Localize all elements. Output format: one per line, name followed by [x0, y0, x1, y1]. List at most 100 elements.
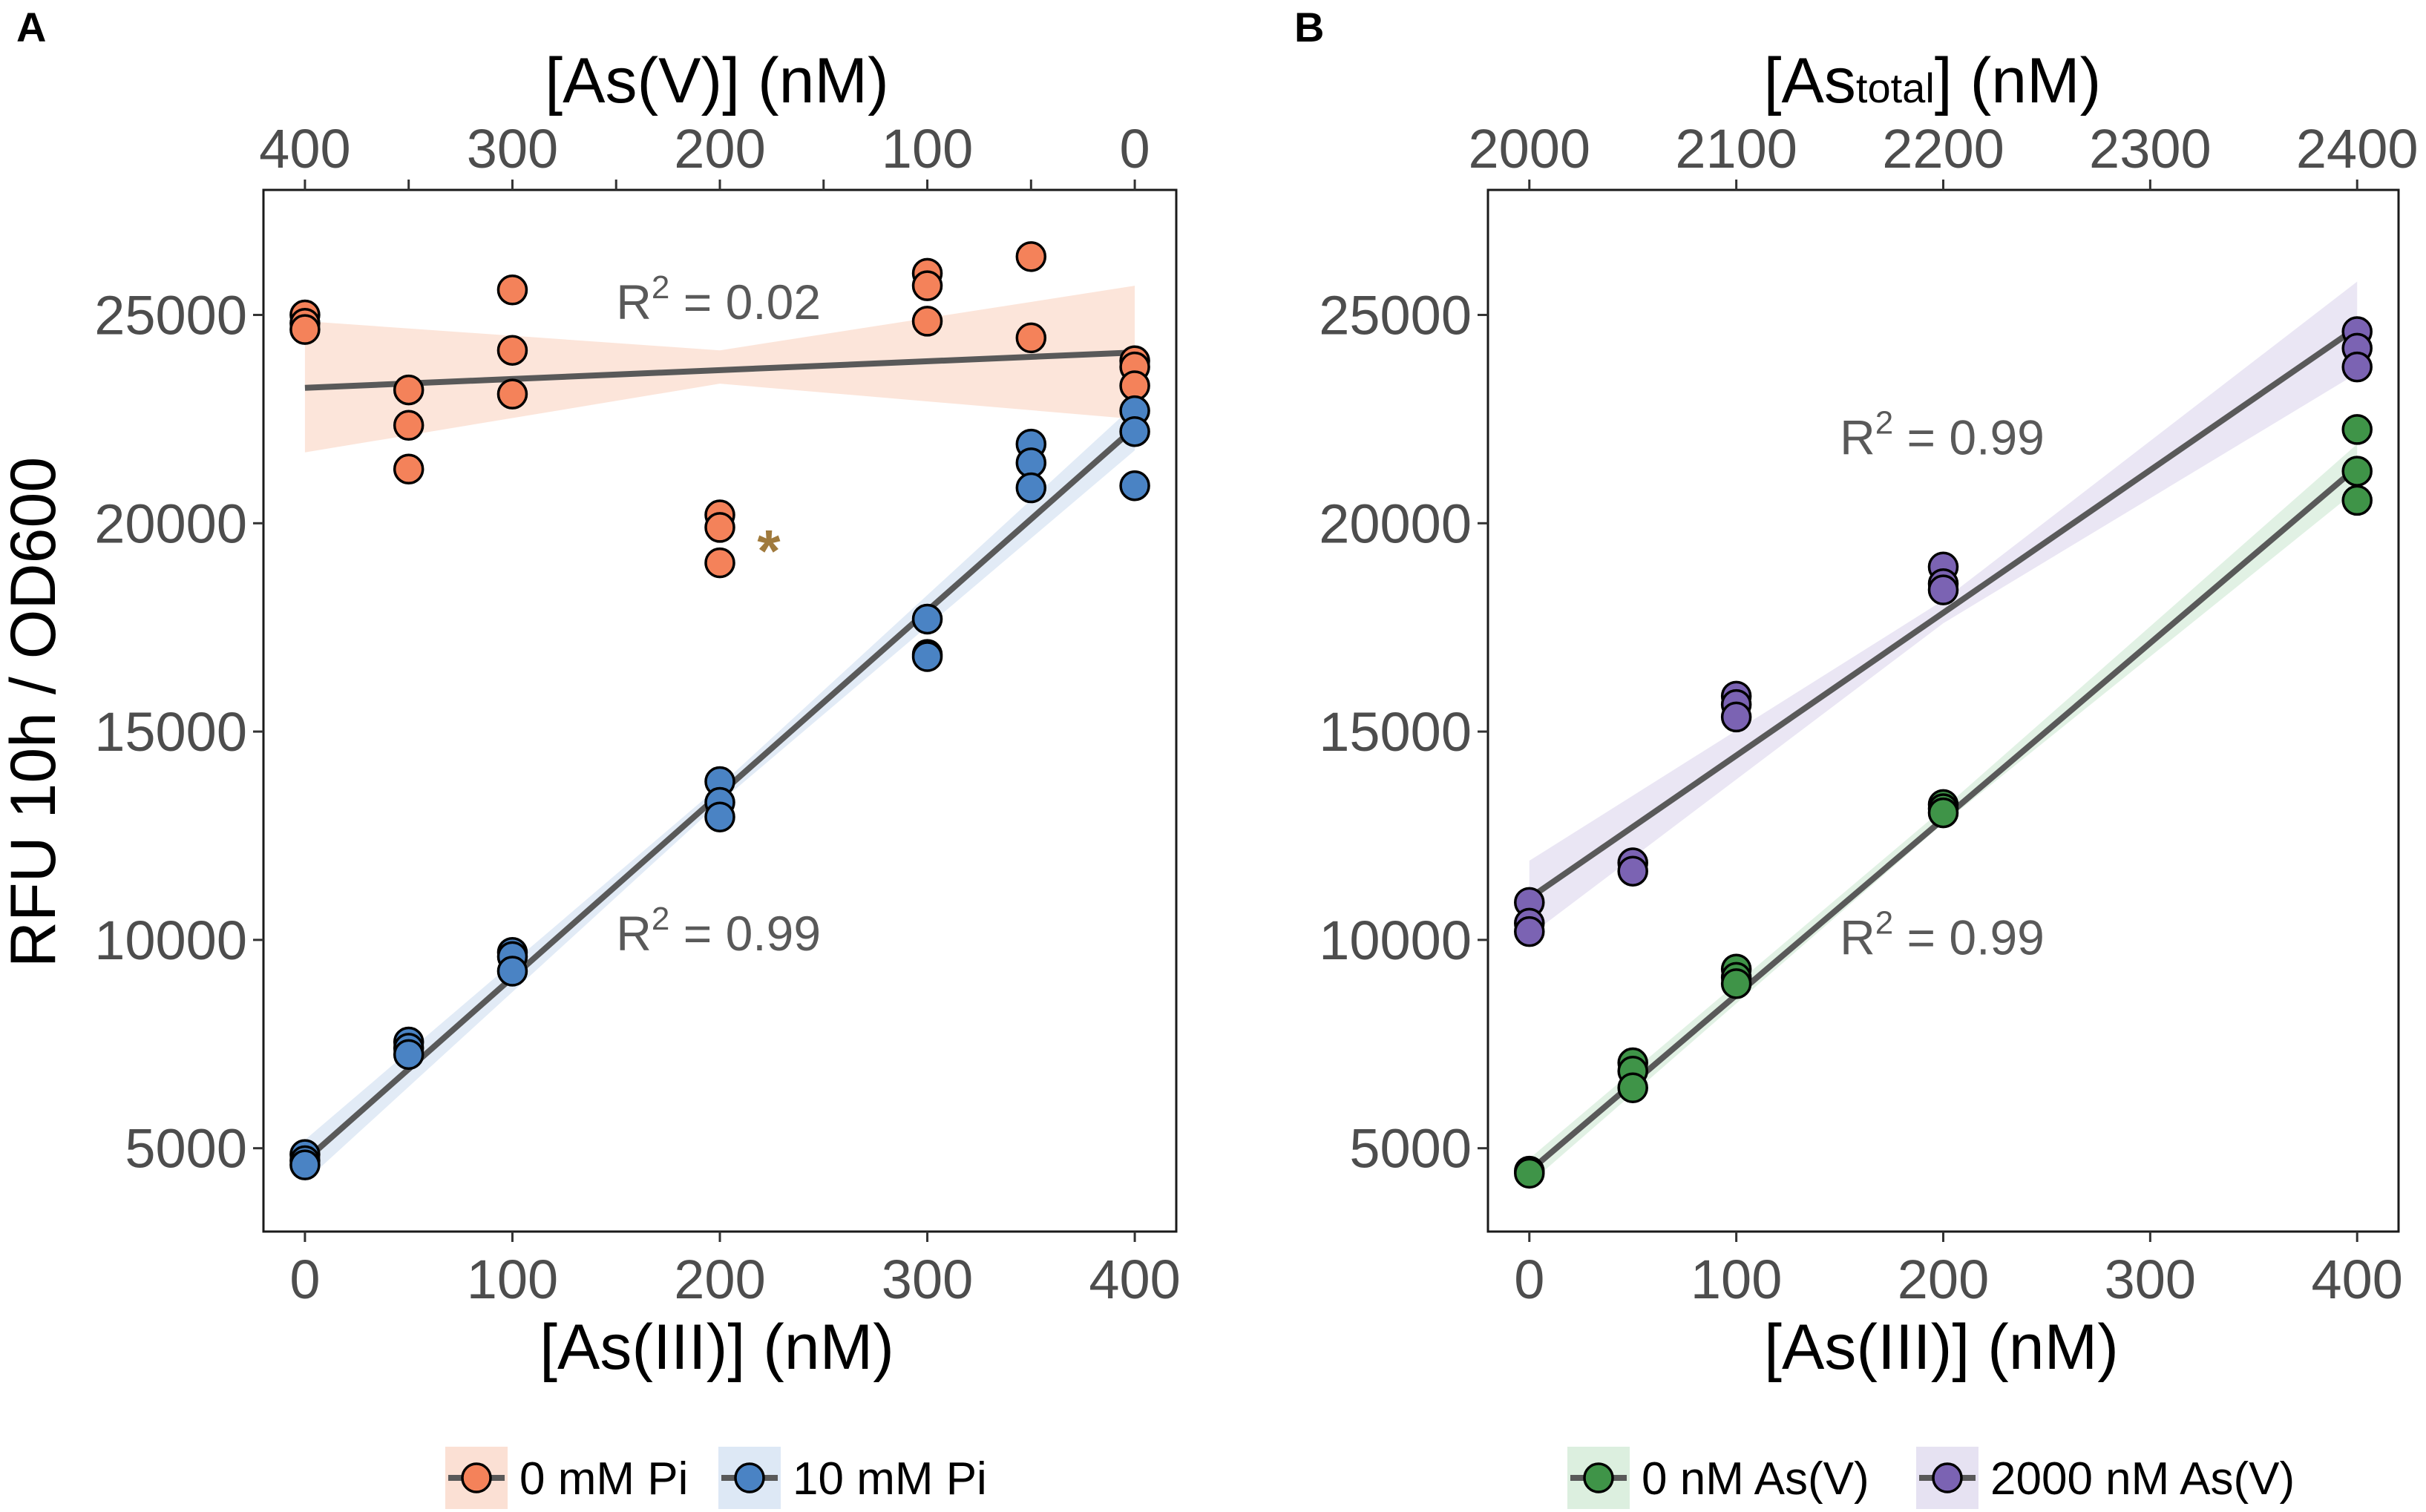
panel-a-point-s0-3 — [393, 374, 424, 406]
panel-a-y-tick-label-0: 5000 — [125, 1118, 247, 1180]
panel-b-top-title-end: ] (nM) — [1935, 45, 2102, 116]
panel-b-x-axis-title: [As(III)] (nM) — [1764, 1312, 2119, 1383]
panel-b-label: B — [1294, 4, 1324, 50]
panel-b-point-s0-1 — [1514, 1157, 1545, 1189]
panel-b-point-s1-7 — [1720, 701, 1752, 733]
panel-a-top-ticks: 400 300 200 100 0 — [259, 118, 1150, 190]
panel-b-x-tick-label-1: 100 — [1691, 1249, 1782, 1310]
panel-a: 0 100 200 300 400 5000 10000 15000 200 0 0 25000 4… — [0, 4, 1181, 1383]
panel-a-fit-line-0 — [304, 349, 1135, 391]
panel-b-top-tick-label-0: 2000 — [1468, 118, 1590, 180]
panel-b-x-tick-label-3: 300 — [2105, 1249, 2196, 1310]
panel-a-point-s0-8 — [496, 378, 528, 410]
panel-b-legend-label-1: 2000 nM As(V) — [1990, 1453, 2295, 1505]
panel-b-r-squared-sup-1: 2 — [1875, 905, 1893, 941]
panel-b-point-s0-7 — [1720, 968, 1752, 999]
panel-a-point-s1-8 — [496, 956, 528, 987]
panel-a-point-s0-15 — [1015, 241, 1047, 272]
panel-a-top-tick-label-8: 0 — [1120, 118, 1150, 180]
panel-a-top-x-axis-title: [As(V)] (nM) — [545, 45, 888, 116]
panel-a-significance-marker: * — [757, 518, 781, 584]
panel-a-point-s1-5 — [393, 1039, 424, 1071]
panel-a-point-s1-19 — [1119, 415, 1150, 447]
panel-a-top-tick-label-2: 300 — [467, 118, 558, 180]
panel-b-legend-key-dot-0 — [1583, 1462, 1614, 1493]
panel-b-r-squared-value-0: = 0.99 — [1893, 410, 2045, 465]
panel-a-x-tick-label-1: 100 — [467, 1249, 558, 1310]
panel-a-r-squared-sup-1: 2 — [652, 901, 669, 937]
panel-a-y-tick-label-2: 15000 — [94, 701, 247, 763]
panel-b-top-tick-label-4: 2400 — [2296, 118, 2419, 180]
panel-a-label: A — [16, 4, 46, 50]
panel-b-x-tick-label-0: 0 — [1514, 1249, 1544, 1310]
panel-a-legend-label-1: 10 mM Pi — [793, 1453, 987, 1505]
panel-a-legend-key-dot-1 — [734, 1462, 765, 1493]
panel-a-point-s0-14 — [911, 306, 943, 337]
panel-b-y-tick-label-4: 25000 — [1319, 284, 1472, 346]
panel-a-y-axis-title: RFU 10h / OD600 — [0, 457, 69, 967]
panel-a-x-tick-label-2: 200 — [674, 1249, 765, 1310]
panel-b-top-tick-label-3: 2300 — [2089, 118, 2212, 180]
panel-b-top-tick-label-2: 2200 — [1882, 118, 2004, 180]
panel-b-r-squared-sup-0: 2 — [1875, 405, 1893, 441]
panel-b-x-tick-label-2: 200 — [1898, 1249, 1989, 1310]
panel-a-top-tick-label-4: 200 — [674, 118, 765, 180]
panel-b-top-x-axis-title: [Astotal] (nM) — [1764, 45, 2102, 116]
panel-a-point-s0-11 — [704, 547, 735, 579]
panel-b-fit-line-1 — [1527, 325, 2359, 901]
panel-b-legend-label-0: 0 nM As(V) — [1642, 1453, 1869, 1505]
panel-a-r-squared-sup-0: 2 — [652, 269, 669, 306]
panel-b-point-s0-12 — [2341, 456, 2373, 487]
panel-a-x-tick-label-3: 300 — [882, 1249, 973, 1310]
panel-b-top-title-base: [As — [1764, 45, 1856, 116]
panel-a-x-tick-label-4: 400 — [1089, 1249, 1180, 1310]
panel-b-r-squared-base-0: R — [1840, 410, 1875, 465]
panel-a-y-ticks: 5000 10000 15000 20000 25000 — [94, 284, 263, 1180]
panel-b-point-s0-10 — [1927, 797, 1959, 829]
panel-b-y-tick-label-0: 5000 — [1349, 1118, 1472, 1180]
panel-a-point-s0-6 — [496, 275, 528, 306]
panel-a-x-ticks: 0 100 200 300 400 — [289, 1232, 1181, 1310]
panel-a-point-s0-4 — [393, 410, 424, 441]
panel-a-r-squared-value-1: = 0.99 — [669, 906, 821, 961]
panel-b-r-squared-value-1: = 0.99 — [1893, 910, 2045, 965]
panel-a-x-tick-label-0: 0 — [289, 1249, 320, 1310]
legend-panel-a: 0 mM Pi 10 mM Pi — [445, 1447, 987, 1509]
panel-a-point-s0-10 — [704, 512, 735, 543]
panel-b-top-title-subscript: total — [1856, 65, 1935, 111]
panel-a-r-squared-base-1: R — [616, 906, 652, 961]
legend-panel-b: 0 nM As(V) 2000 nM As(V) — [1567, 1447, 2295, 1509]
panel-a-point-s1-12 — [911, 603, 943, 635]
panel-a-legend-label-0: 0 mM Pi — [519, 1453, 688, 1505]
panel-a-point-s1-20 — [1119, 470, 1150, 502]
panel-b-point-s1-4 — [1617, 855, 1648, 887]
panel-b-x-tick-label-4: 400 — [2311, 1249, 2402, 1310]
panel-b-y-tick-label-2: 15000 — [1319, 701, 1472, 763]
panel-a-top-tick-label-0: 400 — [259, 118, 350, 180]
panel-a-y-tick-label-1: 10000 — [94, 910, 247, 971]
panel-a-r-squared-value-0: = 0.02 — [669, 275, 821, 329]
panel-a-point-s1-2 — [289, 1149, 321, 1180]
panel-b-y-tick-label-3: 20000 — [1319, 493, 1472, 554]
panel-b-point-s0-13 — [2341, 484, 2373, 516]
panel-a-top-tick-label-6: 100 — [882, 118, 973, 180]
panel-b-point-s0-11 — [2341, 414, 2373, 445]
panel-b-point-s0-4 — [1617, 1072, 1648, 1103]
panel-a-point-s0-2 — [289, 314, 321, 345]
panel-a-r-squared-base-0: R — [616, 275, 652, 329]
panel-a-point-s0-5 — [393, 453, 424, 485]
panel-b-x-ticks: 0 100 200 300 400 — [1514, 1232, 2403, 1310]
panel-b-top-tick-label-1: 2100 — [1675, 118, 1797, 180]
panel-a-r-squared-0: R2 = 0.02 — [616, 269, 821, 329]
panel-a-r-squared-1: R2 = 0.99 — [616, 901, 821, 961]
panel-a-points — [289, 241, 1150, 1180]
panel-a-point-s1-11 — [704, 801, 735, 832]
panel-b-point-s1-2 — [1514, 916, 1545, 947]
panel-b: 0 100 200 300 400 5000 10000 15000 20000 25000 2… — [1294, 4, 2419, 1383]
panel-b-r-squared-base-1: R — [1840, 910, 1875, 965]
panel-b-confidence-band-1 — [1529, 281, 2358, 936]
panel-b-points — [1514, 316, 2373, 1189]
panel-a-y-tick-label-4: 25000 — [94, 284, 247, 346]
